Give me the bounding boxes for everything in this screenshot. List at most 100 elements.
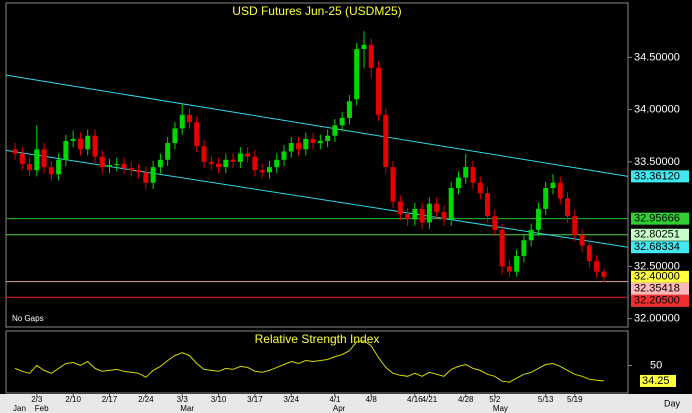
candle-body [543,187,549,209]
candle-body [586,245,592,262]
x-tick-label: 4/8 [366,395,378,404]
candle-body [114,163,120,165]
label-box [631,282,689,295]
candle-body [237,153,243,162]
candle-body [128,168,134,171]
x-tick-label: 3/10 [211,395,227,404]
candle-body [288,143,294,152]
candle-body [339,117,345,126]
candle-body [528,229,534,241]
candle-body [535,208,541,230]
axis-value-label: 32.40000 [634,271,680,283]
rsi-panel [5,330,629,394]
label-box [631,212,689,225]
candle-body [521,240,527,256]
candle-body [56,159,62,175]
candle-body [27,163,33,171]
candle-body [499,229,505,267]
candle-body [477,182,483,194]
candle-body [194,122,200,147]
x-tick-label: 5/19 [567,395,583,404]
candle-body [179,114,185,129]
candle-body [150,167,156,183]
month-label: Feb [35,404,49,413]
candle-body [70,138,76,141]
candle-body [296,143,302,150]
y-tick-label: 32.00000 [634,313,680,325]
date-strip [0,394,692,413]
y-tick-label: 34.50000 [634,51,680,63]
axis-value-label: 32.68334 [634,241,680,253]
y-tick-label: 50 [650,359,662,371]
candle-body [492,216,498,230]
x-tick-label: 4/1 [329,395,341,404]
candle-body [157,159,163,168]
candle-body [172,128,178,144]
axis-value-label: 32.20500 [634,295,680,307]
x-tick-label: 2/10 [65,395,81,404]
candle-body [19,153,25,164]
x-tick-label: 4/21 [422,395,438,404]
month-label: Mar [180,404,194,413]
axis-value-label: 32.35418 [634,283,680,295]
candle-body [354,48,360,100]
candle-body [245,153,251,157]
candle-body [434,203,440,213]
candle-body [143,172,149,183]
last-value-label: 34.25 [642,375,670,387]
candle-body [48,167,54,175]
x-unit-label: Day [664,398,681,408]
label-box [631,228,689,241]
candle-body [412,208,418,220]
candle-body [77,138,83,150]
candle-body [259,170,265,173]
candle-body [550,182,556,188]
month-label: May [493,404,508,413]
candle-body [463,167,469,178]
candle-body [252,156,258,171]
rsi-line [14,340,604,383]
candle-body [99,156,105,168]
x-tick-label: 5/2 [489,395,501,404]
candle-body [34,149,40,171]
candle-body [230,159,236,162]
candle-body [579,235,585,246]
candle-body [601,271,607,277]
candle-body [426,203,432,223]
x-tick-label: 3/3 [177,395,189,404]
y-tick-label: 33.50000 [634,156,680,168]
rsi-title: Relative Strength Index [255,332,380,346]
candle-body [107,165,113,168]
x-tick-label: 3/17 [247,395,263,404]
label-box [631,241,689,254]
x-tick-label: 2/24 [138,395,154,404]
candle-body [92,135,98,157]
candle-body [368,44,374,68]
axis-value-label: 33.36120 [634,170,680,182]
candle-body [506,266,512,272]
candle-body [223,159,229,168]
candle-body [485,193,491,217]
candle-body [186,114,192,123]
candle-body [216,163,222,168]
candle-body [208,161,214,164]
candle-body [165,143,171,160]
month-label: Apr [333,404,346,413]
label-box [631,270,689,283]
candle-body [405,214,411,220]
candle-body [572,216,578,236]
candle-body [419,208,425,223]
candle-body [470,167,476,183]
label-box [640,374,676,387]
candle-body [376,67,381,115]
candle-body [383,114,389,168]
candle-body [325,135,331,141]
label-box [631,170,689,183]
y-tick-label: 32.50000 [634,260,680,272]
note: No Gaps [12,314,44,323]
candle-body [41,149,47,168]
candle-body [136,170,142,173]
candle-body [557,182,563,199]
x-tick-label: 2/17 [102,395,118,404]
candle-body [361,44,367,49]
